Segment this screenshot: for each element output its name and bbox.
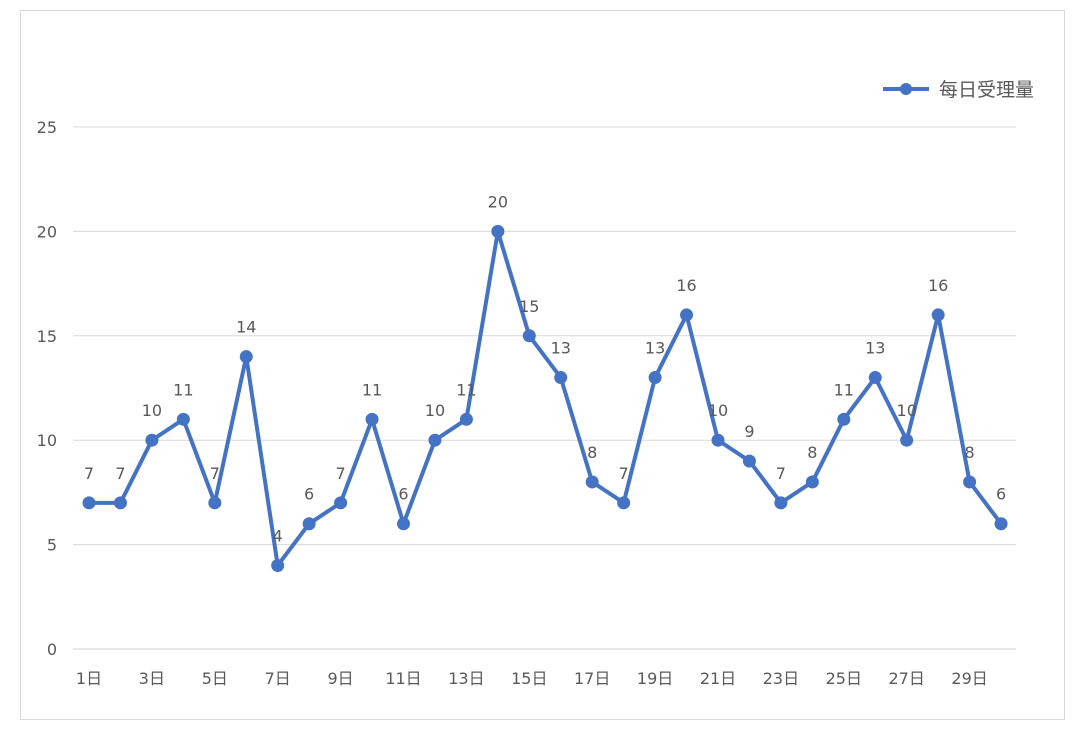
data-label: 8	[965, 443, 975, 462]
data-label: 16	[928, 276, 948, 295]
x-tick-label: 9日	[328, 669, 354, 688]
legend[interactable]: 每日受理量	[883, 79, 1034, 101]
x-tick-label: 3日	[139, 669, 165, 688]
data-labels: 7 7 10 11 7 14 4 6 7 11 6 10 11 20 15 13 8 7 13 16 10 9 7 8 11 13…	[84, 192, 1006, 545]
x-tick-label: 27日	[889, 669, 925, 688]
data-label: 13	[551, 339, 571, 358]
data-label: 6	[398, 485, 408, 504]
line-chart: 0 5 10 15 20 25 1日 3日 5日 7日 9日 11日 13日 15日 17日 19日 21日 2…	[37, 79, 1034, 688]
x-tick-label: 7日	[265, 669, 291, 688]
data-point[interactable]	[837, 412, 851, 426]
data-label: 8	[587, 443, 597, 462]
x-tick-label: 13日	[448, 669, 484, 688]
data-label: 7	[84, 464, 94, 483]
data-point[interactable]	[113, 496, 127, 510]
legend-series-label: 每日受理量	[939, 79, 1034, 101]
data-point[interactable]	[491, 224, 505, 238]
data-label: 14	[236, 318, 256, 337]
data-point[interactable]	[900, 433, 914, 447]
data-label: 6	[996, 485, 1006, 504]
x-tick-label: 15日	[511, 669, 547, 688]
x-tick-label: 25日	[826, 669, 862, 688]
data-point[interactable]	[82, 496, 96, 510]
x-tick-label: 17日	[574, 669, 610, 688]
y-tick-label: 10	[37, 431, 57, 450]
data-label: 8	[807, 443, 817, 462]
x-tick-label: 21日	[700, 669, 736, 688]
data-label: 15	[519, 297, 539, 316]
legend-dot-marker	[900, 83, 912, 95]
data-label: 9	[744, 422, 754, 441]
data-point[interactable]	[397, 517, 410, 531]
data-point[interactable]	[208, 496, 222, 510]
data-point[interactable]	[742, 454, 756, 468]
y-tick-label: 25	[37, 118, 57, 137]
data-point[interactable]	[522, 329, 536, 343]
x-tick-label: 29日	[951, 669, 987, 688]
data-label: 7	[210, 464, 220, 483]
data-label: 10	[897, 401, 917, 420]
x-tick-label: 11日	[385, 669, 421, 688]
data-label: 7	[336, 464, 346, 483]
data-point[interactable]	[963, 475, 977, 489]
x-axis-ticks: 1日 3日 5日 7日 9日 11日 13日 15日 17日 19日 21日 23日 25日 27日 29日	[76, 669, 988, 688]
data-label: 10	[142, 401, 162, 420]
data-point[interactable]	[994, 517, 1008, 531]
data-label: 6	[304, 485, 314, 504]
data-label: 16	[676, 276, 696, 295]
gridlines	[73, 126, 1016, 650]
data-label: 7	[115, 464, 125, 483]
data-label: 10	[425, 401, 445, 420]
data-point[interactable]	[774, 496, 788, 510]
data-point[interactable]	[711, 433, 725, 447]
data-point[interactable]	[459, 412, 473, 426]
data-point[interactable]	[617, 496, 631, 510]
chart-frame: 0 5 10 15 20 25 1日 3日 5日 7日 9日 11日 13日 15日 17日 19日 21日 2…	[20, 10, 1065, 720]
data-point[interactable]	[931, 308, 945, 322]
data-point[interactable]	[302, 517, 316, 531]
data-label: 7	[776, 464, 786, 483]
series-line	[89, 229, 1003, 568]
y-tick-label: 20	[37, 222, 57, 241]
data-label: 11	[834, 380, 854, 399]
data-point[interactable]	[868, 371, 882, 385]
data-point[interactable]	[680, 308, 694, 322]
x-tick-label: 19日	[637, 669, 673, 688]
data-point[interactable]	[805, 475, 819, 489]
data-label: 4	[273, 526, 283, 545]
x-tick-label: 23日	[763, 669, 799, 688]
data-point[interactable]	[176, 412, 190, 426]
y-axis-ticks: 0 5 10 15 20 25	[37, 118, 57, 659]
data-point[interactable]	[648, 371, 662, 385]
y-tick-label: 5	[47, 536, 57, 555]
data-label: 13	[865, 339, 885, 358]
y-tick-label: 15	[37, 327, 57, 346]
data-point[interactable]	[554, 371, 568, 385]
data-label: 7	[619, 464, 629, 483]
data-point[interactable]	[334, 496, 348, 510]
data-point[interactable]	[585, 475, 599, 489]
data-label: 10	[708, 401, 728, 420]
series-plot	[82, 224, 1008, 572]
data-label: 11	[456, 380, 476, 399]
data-point[interactable]	[145, 433, 159, 447]
y-tick-label: 0	[47, 640, 57, 659]
x-tick-label: 5日	[202, 669, 228, 688]
data-label: 11	[173, 380, 193, 399]
data-point[interactable]	[428, 433, 442, 447]
data-point[interactable]	[239, 350, 253, 364]
data-point[interactable]	[271, 558, 285, 572]
data-label: 13	[645, 339, 665, 358]
data-point[interactable]	[365, 412, 379, 426]
data-label: 20	[488, 192, 508, 211]
data-label: 11	[362, 380, 382, 399]
x-tick-label: 1日	[76, 669, 102, 688]
